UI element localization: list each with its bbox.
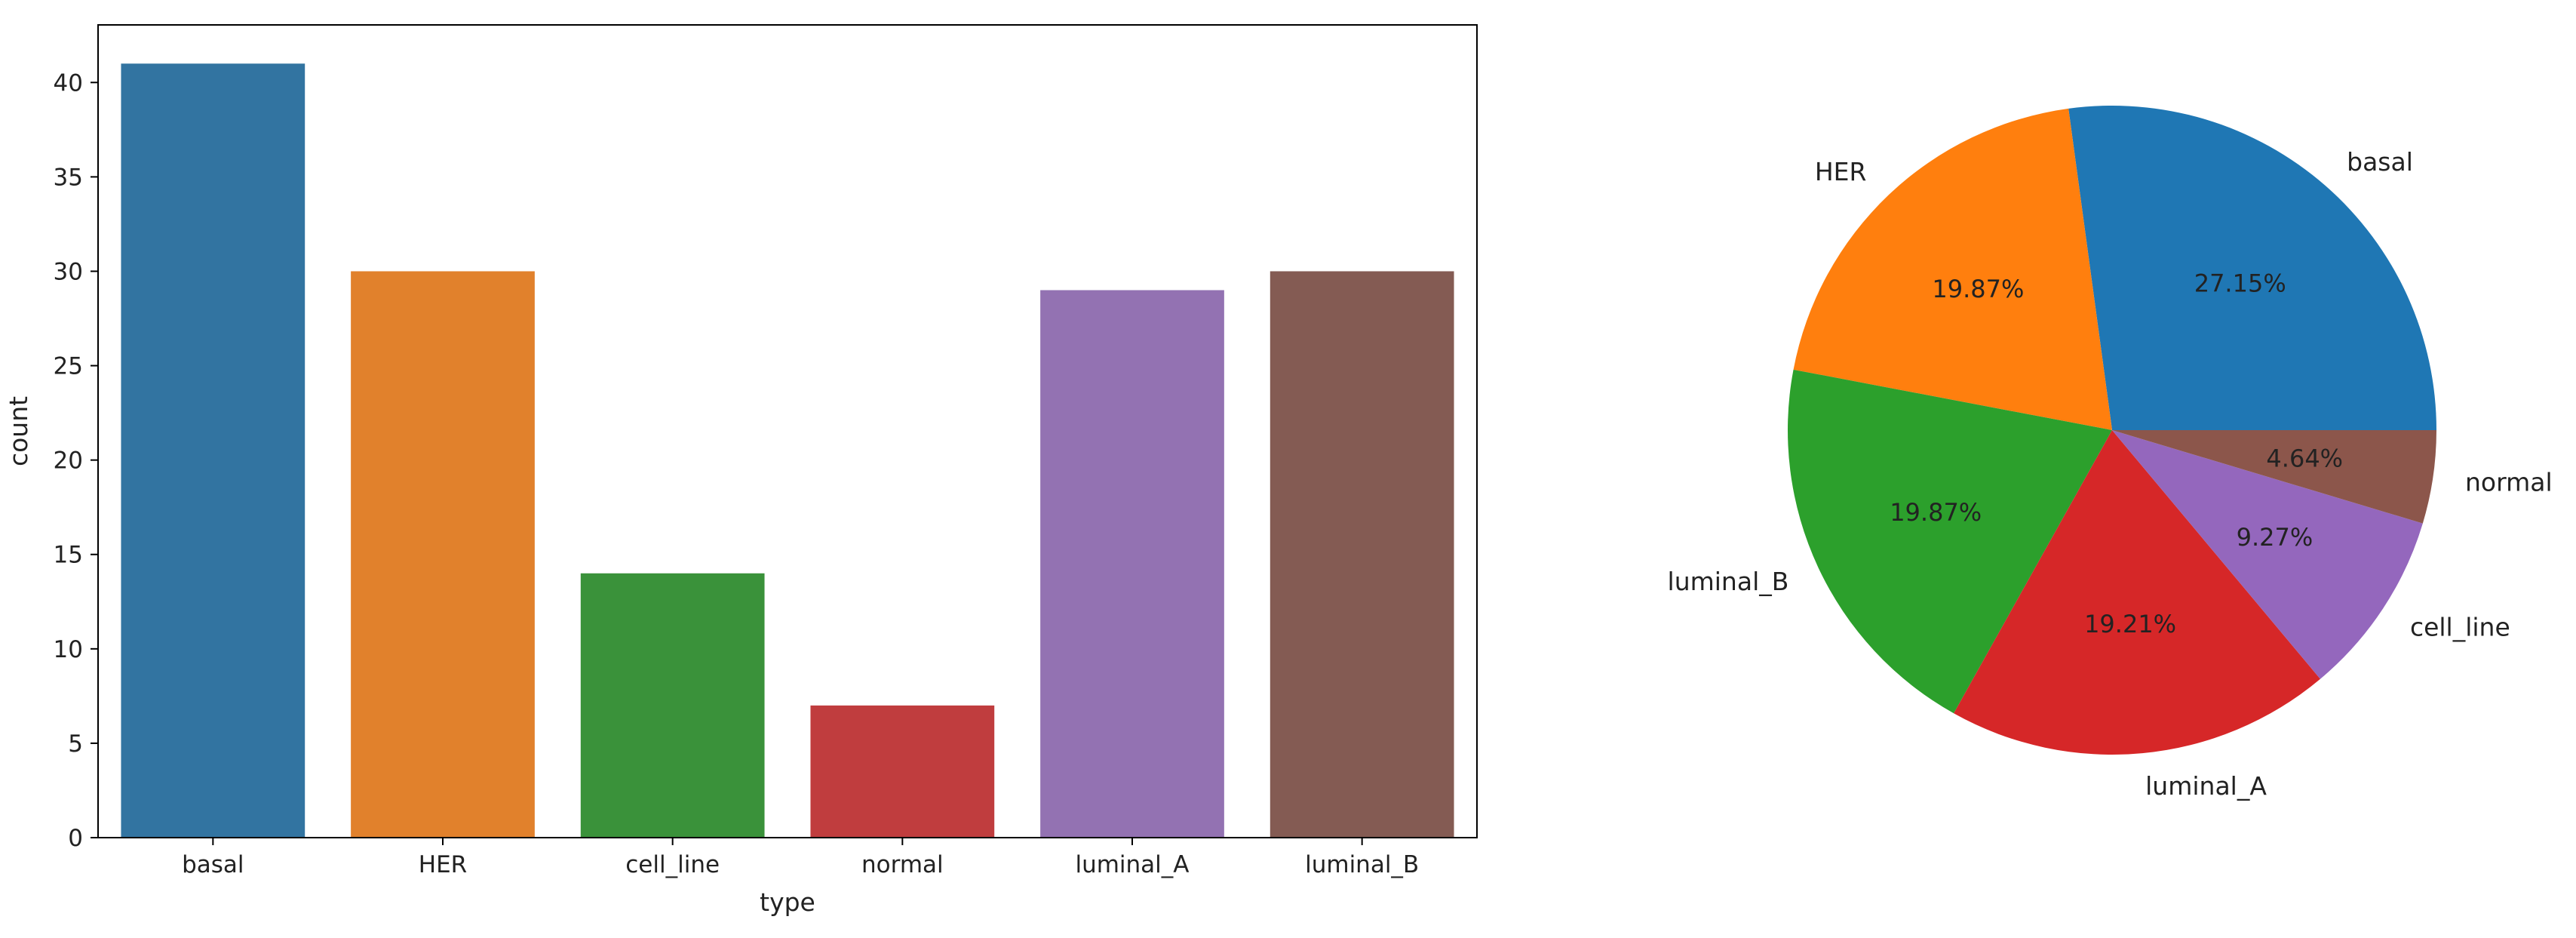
pie-slice-cell_line [2112, 430, 2423, 679]
pie-pct-luminal_A: 19.21% [2084, 610, 2176, 638]
pie-slice-luminal_B [1788, 369, 2112, 714]
bar-HER [351, 271, 535, 838]
pie-pct-normal: 4.64% [2266, 444, 2343, 472]
y-tick-label: 40 [54, 69, 83, 97]
y-tick-label: 0 [68, 825, 83, 852]
pie-slice-HER [1793, 108, 2112, 430]
plot-frame [97, 24, 1478, 838]
pie-label-normal: normal [2465, 468, 2553, 497]
y-tick-label: 25 [54, 353, 83, 380]
y-tick-label: 20 [54, 447, 83, 475]
pie-slice-luminal_A [1954, 430, 2320, 755]
pie-slice-normal [2112, 430, 2436, 524]
pie-label-basal: basal [2347, 147, 2413, 177]
y-tick-label: 10 [54, 636, 83, 663]
y-tick-label: 30 [54, 258, 83, 285]
pie-label-cell_line: cell_line [2410, 612, 2510, 641]
bar-series [121, 63, 1454, 838]
x-tick-label: HER [419, 851, 467, 878]
y-axis-ticks: 0 5 10 15 20 25 30 35 40 [54, 69, 98, 852]
pie-slice-basal [2068, 106, 2436, 430]
bar-normal [810, 705, 995, 838]
y-tick-label: 35 [54, 164, 83, 191]
bar-basal [121, 63, 305, 838]
y-axis-label: count [4, 396, 33, 466]
x-axis-label: type [760, 887, 815, 917]
pie-pct-basal: 27.15% [2194, 269, 2286, 298]
x-tick-label: cell_line [625, 851, 720, 878]
bar-cell_line [580, 573, 765, 838]
bar-chart: 0 5 10 15 20 25 30 35 40 basal HER cell_line normal… [4, 24, 1478, 917]
x-axis-ticks: basal HER cell_line normal luminal_A luminal_… [182, 838, 1419, 878]
pie-pct-HER: 19.87% [1932, 275, 2024, 303]
x-tick-label: luminal_A [1075, 851, 1189, 878]
bar-luminal_A [1040, 290, 1224, 838]
y-tick-label: 5 [68, 730, 83, 758]
pie-chart: basal 27.15% HER 19.87% luminal_B 19.87% lumin… [1668, 106, 2553, 801]
y-tick-label: 15 [54, 542, 83, 569]
pie-labels: basal 27.15% HER 19.87% luminal_B 19.87% lumin… [1668, 147, 2553, 801]
bar-luminal_B [1270, 271, 1454, 838]
pie-pct-luminal_B: 19.87% [1890, 498, 1982, 527]
x-tick-label: basal [182, 851, 244, 878]
x-tick-label: normal [861, 851, 944, 878]
pie-label-HER: HER [1815, 157, 1867, 186]
pie-label-luminal_B: luminal_B [1668, 567, 1789, 596]
pie-label-luminal_A: luminal_A [2145, 771, 2267, 801]
pie-pct-cell_line: 9.27% [2237, 523, 2313, 552]
x-tick-label: luminal_B [1305, 851, 1419, 878]
pie-wedges [1788, 106, 2436, 755]
